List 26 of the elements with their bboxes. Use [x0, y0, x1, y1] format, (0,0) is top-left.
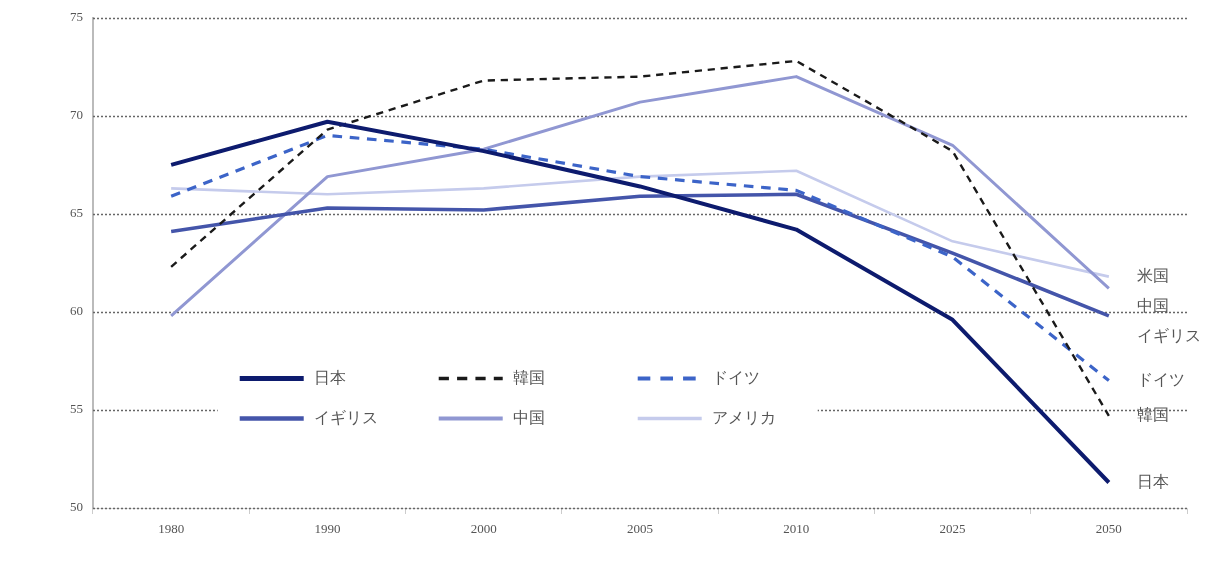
y-tick-label: 55: [70, 401, 83, 417]
annotation: 日本: [1136, 472, 1169, 490]
x-tick-label: 1980: [158, 521, 185, 537]
legend-label: 韓国: [512, 368, 545, 386]
y-tick-label: 70: [70, 107, 83, 123]
legend-label: アメリカ: [711, 408, 776, 426]
annotation: イギリス: [1136, 326, 1201, 344]
annotation: 米国: [1136, 266, 1169, 284]
annotation: 韓国: [1136, 406, 1169, 424]
x-tick-label: 2025: [939, 521, 966, 537]
x-tick-label: 2000: [470, 521, 497, 537]
y-tick-label: 50: [70, 499, 83, 515]
annotation: 中国: [1136, 296, 1169, 314]
annotation: ドイツ: [1136, 370, 1185, 388]
legend-label: 中国: [512, 408, 545, 426]
x-tick-label: 2005: [627, 521, 653, 537]
line-series: [169, 133, 1111, 383]
y-tick-label: 75: [70, 9, 83, 25]
x-tick-label: 2050: [1095, 521, 1122, 537]
x-tick-label: 1990: [314, 521, 341, 537]
y-tick-label: 65: [70, 205, 83, 221]
legend-label: イギリス: [313, 408, 378, 426]
legend-label: ドイツ: [711, 368, 760, 386]
y-tick-label: 60: [70, 303, 83, 319]
legend-label: 日本: [313, 368, 346, 386]
x-tick-label: 2010: [783, 521, 810, 537]
